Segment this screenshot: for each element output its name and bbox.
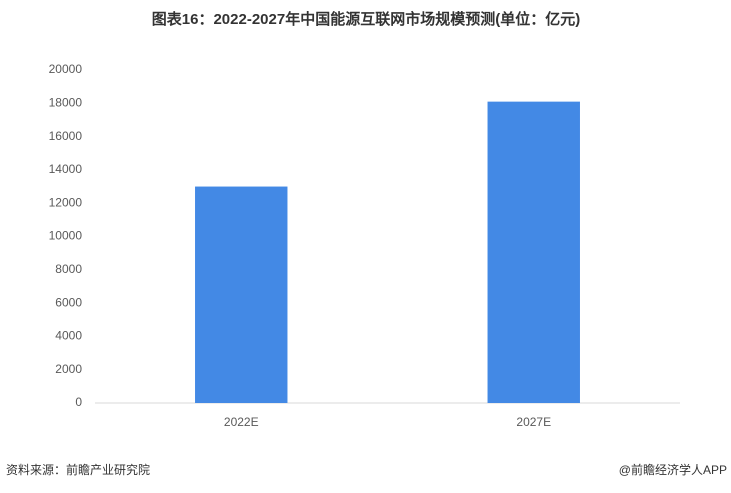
credit: @前瞻经济学人APP: [619, 462, 727, 477]
y-tick-label: 16000: [49, 129, 83, 143]
y-tick-label: 20000: [49, 62, 83, 76]
y-tick-label: 8000: [55, 262, 82, 276]
bar: [487, 101, 580, 403]
y-tick-label: 14000: [49, 162, 83, 176]
y-tick-label: 10000: [49, 229, 83, 243]
chart-title: 图表16：2022-2027年中国能源互联网市场规模预测(单位：亿元): [152, 10, 580, 28]
source-note: 资料来源：前瞻产业研究院: [6, 462, 150, 477]
y-tick-label: 4000: [55, 329, 82, 343]
y-tick-label: 2000: [55, 362, 82, 376]
x-tick-label: 2027E: [516, 415, 551, 429]
y-tick-label: 18000: [49, 95, 83, 109]
y-tick-label: 6000: [55, 295, 82, 309]
y-tick-label: 0: [75, 395, 82, 409]
bar: [195, 186, 288, 403]
y-tick-label: 12000: [49, 195, 83, 209]
x-tick-label: 2022E: [224, 415, 259, 429]
